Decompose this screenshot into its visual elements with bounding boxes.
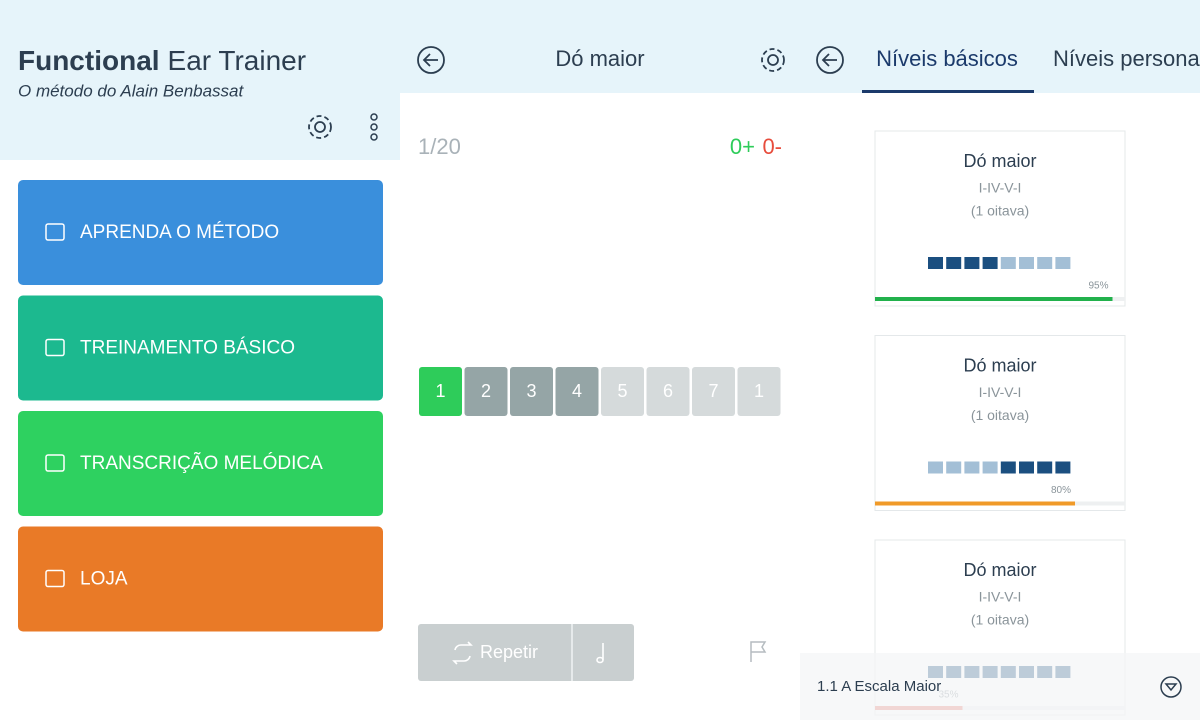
question-counter: 1/20 (418, 134, 461, 159)
footer-label: 1.1 A Escala Maior (817, 678, 941, 695)
footer-bar (800, 653, 1200, 720)
degree-tile[interactable] (601, 367, 644, 416)
menu-label: APRENDA O MÉTODO (80, 222, 279, 243)
settings-icon[interactable] (308, 115, 332, 139)
step-square (946, 257, 962, 269)
step-square (1000, 461, 1016, 474)
note-button-icon[interactable] (596, 643, 604, 664)
degree-label: 6 (663, 381, 673, 401)
exercise-header (400, 0, 800, 93)
app-subtitle: O método do Alain Benbassat (18, 81, 245, 100)
correct-count: 0+ (730, 134, 755, 159)
step-square (1000, 257, 1016, 269)
degree-label: 1 (435, 381, 445, 401)
progress-bar (875, 501, 1075, 506)
card-title: Dó maior (963, 560, 1036, 580)
card-chords: I-IV-V-I (979, 589, 1022, 605)
card-title: Dó maior (963, 151, 1036, 171)
card-range: (1 oitava) (971, 407, 1029, 423)
expand-arrow (1164, 683, 1178, 692)
card-range: (1 oitava) (971, 203, 1029, 219)
degree-tile[interactable] (510, 367, 553, 416)
level-card[interactable] (874, 335, 1126, 511)
menu-icon (45, 569, 65, 588)
menu-button[interactable] (18, 180, 383, 285)
home-header (0, 0, 400, 160)
step-square (982, 461, 998, 474)
progress-label: 95% (1088, 281, 1108, 292)
app-title: Functional Ear Trainer (18, 45, 306, 76)
step-square (1055, 461, 1071, 474)
level-card[interactable] (874, 130, 1126, 307)
menu-icon (45, 338, 65, 357)
degree-tile[interactable] (464, 367, 508, 416)
degree-label: 4 (572, 381, 582, 401)
menu-button[interactable] (18, 295, 383, 401)
menu-icon (45, 223, 65, 241)
degree-label: 1 (754, 381, 764, 401)
settings-icon[interactable] (761, 48, 785, 72)
card-chords: I-IV-V-I (979, 384, 1022, 400)
step-square (964, 257, 980, 269)
menu-button[interactable] (18, 526, 383, 632)
step-square (1037, 461, 1053, 474)
repeat-icon (452, 641, 473, 665)
progress-label: 80% (1051, 485, 1071, 496)
title-rest: Ear Trainer (168, 45, 307, 76)
step-square (928, 461, 943, 474)
repeat-button[interactable] (418, 624, 634, 681)
tab-custom[interactable]: Níveis personal (1053, 46, 1200, 71)
levels-header (800, 0, 1200, 93)
degree-tile[interactable] (692, 367, 735, 416)
title-bold: Functional (18, 45, 160, 76)
card-range: (1 oitava) (971, 612, 1029, 628)
tab-basic[interactable]: Níveis básicos (876, 46, 1018, 71)
tab-indicator (862, 90, 1034, 93)
step-square (1019, 461, 1034, 474)
step-square (946, 461, 962, 474)
step-square (964, 461, 980, 474)
menu-label: TRANSCRIÇÃO MELÓDICA (80, 452, 323, 474)
degree-label: 7 (708, 381, 718, 401)
back-icon[interactable] (417, 46, 445, 74)
menu-button[interactable] (18, 411, 383, 516)
step-square (982, 257, 998, 269)
step-square (1055, 257, 1071, 269)
expand-icon[interactable] (1160, 676, 1182, 698)
card-title: Dó maior (963, 355, 1036, 375)
degree-label: 2 (481, 381, 491, 401)
degree-label: 3 (526, 381, 536, 401)
menu-label: TREINAMENTO BÁSICO (80, 338, 295, 359)
degree-tile[interactable] (646, 367, 690, 416)
back-icon[interactable] (816, 46, 844, 74)
degree-tile[interactable] (737, 367, 781, 416)
step-square (1037, 257, 1053, 269)
progress-bar (875, 297, 1113, 301)
degree-tile[interactable] (419, 367, 462, 416)
wrong-count: 0- (762, 134, 782, 159)
degree-label: 5 (617, 381, 627, 401)
exercise-title: Dó maior (555, 46, 644, 71)
menu-icon (45, 454, 65, 472)
step-square (1019, 257, 1034, 269)
repeat-label: Repetir (480, 642, 538, 662)
step-square (928, 257, 943, 269)
exercise-panel (400, 0, 800, 720)
degree-tile[interactable] (555, 367, 599, 416)
card-chords: I-IV-V-I (979, 180, 1022, 196)
menu-label: LOJA (80, 569, 128, 590)
more-icon[interactable] (370, 113, 378, 141)
flag-icon[interactable] (750, 641, 767, 662)
